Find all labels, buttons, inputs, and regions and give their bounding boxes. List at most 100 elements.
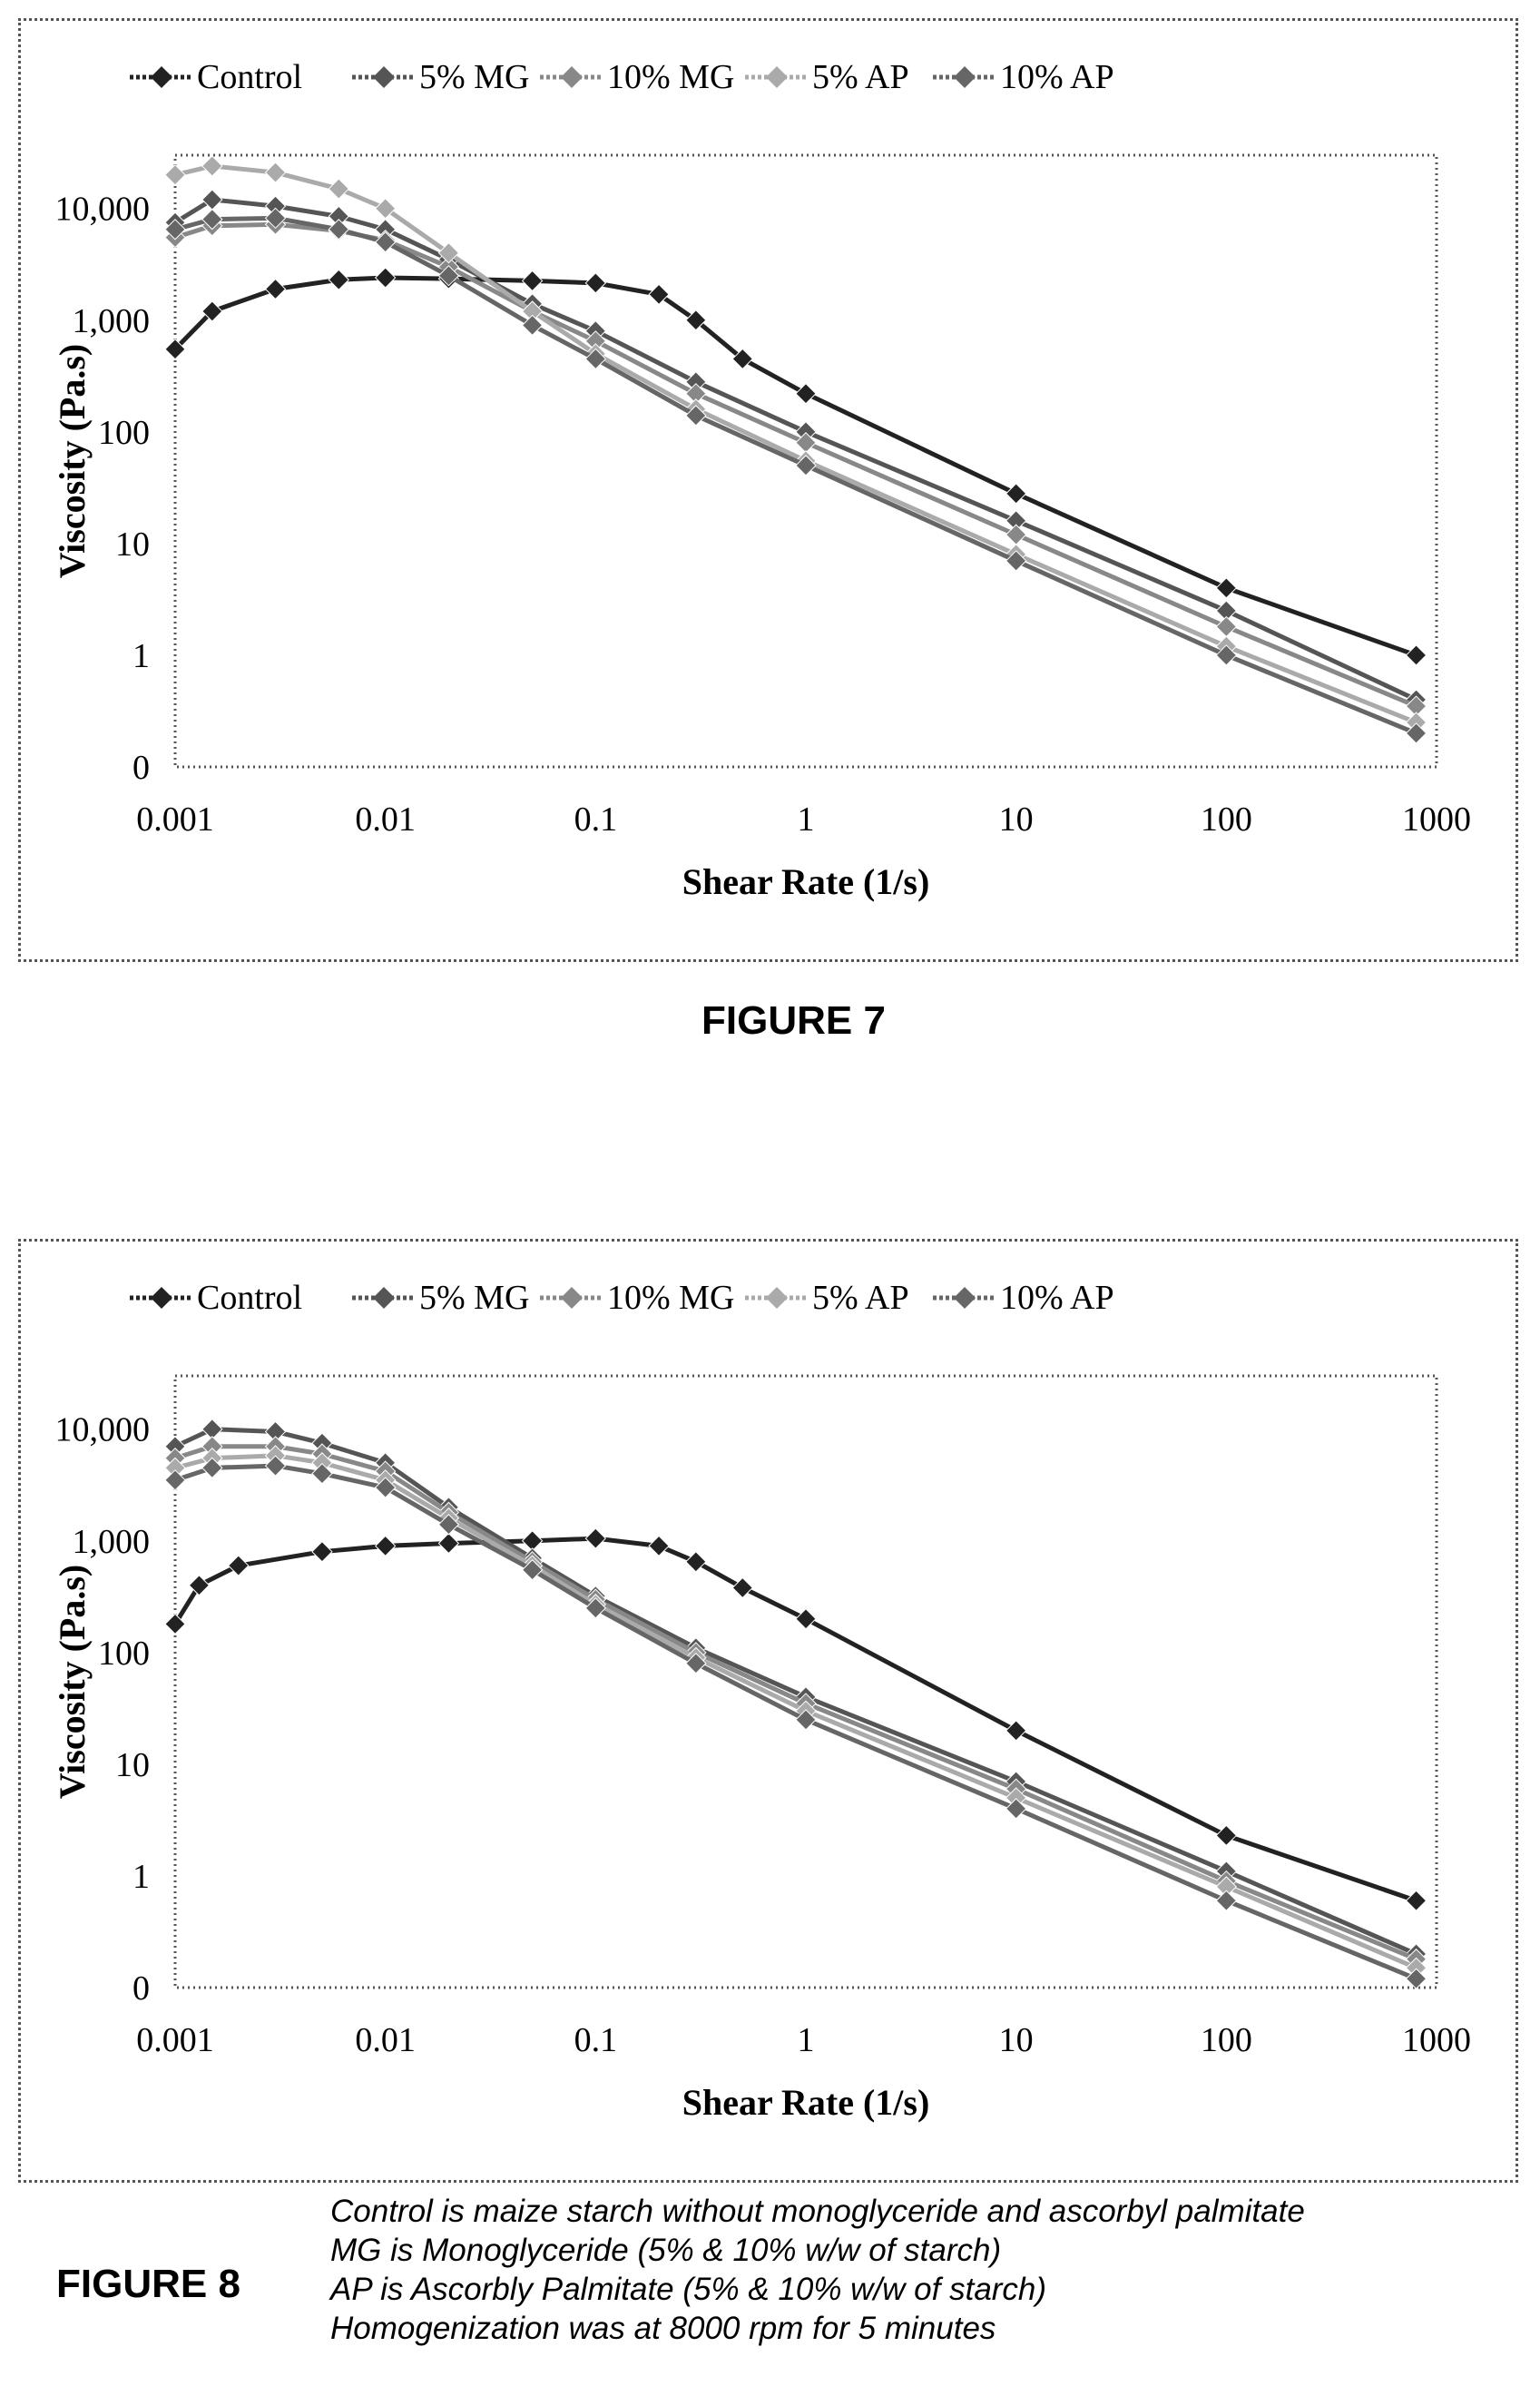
y-tick-label: 1,000 — [73, 1523, 151, 1561]
data-point — [521, 314, 544, 337]
note-ap: AP is Ascorbly Palmitate (5% & 10% w/w o… — [330, 2272, 1047, 2307]
data-point — [1215, 644, 1238, 666]
y-tick-label: 10,000 — [55, 1411, 151, 1449]
x-tick-label: 1000 — [1402, 2021, 1471, 2059]
legend-label: Control — [197, 1279, 302, 1317]
legend-marker — [373, 66, 395, 88]
series-line — [164, 1527, 1427, 1911]
data-point — [374, 1477, 397, 1498]
series-line — [164, 1445, 1427, 1979]
y-tick-label: 10 — [115, 525, 150, 564]
x-tick-label: 1 — [798, 800, 815, 839]
data-point — [1405, 1890, 1427, 1911]
legend-label: 5% MG — [419, 1279, 529, 1317]
data-point — [1215, 577, 1238, 599]
data-point — [685, 405, 707, 427]
data-point — [1005, 524, 1027, 545]
data-point — [648, 1535, 670, 1557]
data-point — [1405, 722, 1427, 744]
x-tick-label: 0.1 — [574, 800, 618, 839]
data-point — [164, 1613, 186, 1635]
legend-label: 10% AP — [1000, 1279, 1114, 1317]
data-point — [584, 272, 607, 294]
legend-item: 5% MG — [352, 1279, 529, 1317]
data-point — [164, 163, 186, 186]
legend-item: 5% AP — [745, 58, 909, 96]
data-point — [201, 189, 223, 211]
figure-7-label: FIGURE 7 — [701, 998, 886, 1043]
data-point — [1005, 550, 1027, 572]
legend-item: 10% AP — [933, 1279, 1114, 1317]
data-point — [188, 1575, 211, 1596]
data-point — [201, 155, 223, 177]
x-tick-label: 0.001 — [136, 2021, 214, 2059]
data-point — [1405, 644, 1427, 666]
data-point — [311, 1540, 333, 1563]
data-point — [201, 208, 223, 231]
data-point — [685, 1551, 707, 1573]
legend-label: 10% AP — [1000, 58, 1114, 96]
data-point — [1215, 615, 1238, 638]
data-point — [164, 219, 186, 241]
data-point — [1005, 1798, 1027, 1820]
note-homogenization: Homogenization was at 8000 rpm for 5 min… — [330, 2311, 996, 2346]
figure-8-label: FIGURE 8 — [56, 2262, 240, 2306]
y-tick-label: 0 — [132, 749, 150, 787]
data-point — [685, 309, 707, 331]
legend-marker — [766, 66, 788, 88]
data-point — [1005, 483, 1027, 505]
data-point — [685, 1653, 707, 1674]
legend-marker — [561, 1287, 583, 1309]
series-line — [164, 155, 1427, 733]
legend-item: 5% MG — [352, 58, 529, 96]
data-point — [795, 455, 817, 476]
x-tick-label: 1000 — [1402, 800, 1471, 839]
data-point — [521, 1559, 544, 1581]
figure-7-chart: Control 5% MG 10% MG 5% AP 10% AP 0.001 0.01 0.… — [52, 58, 1471, 902]
y-tick-label: 1 — [132, 637, 150, 675]
legend-label: 10% MG — [607, 58, 734, 96]
y-tick-label: 100 — [98, 414, 150, 452]
x-tick-label: 0.001 — [136, 800, 214, 839]
data-point — [201, 1457, 223, 1479]
legend-marker — [954, 66, 976, 88]
data-point — [201, 300, 223, 322]
series-path — [174, 163, 1417, 725]
legend-marker — [954, 1287, 976, 1309]
legend-label: 5% MG — [419, 58, 529, 96]
data-point — [264, 162, 287, 183]
series-line — [164, 207, 1427, 744]
series-line — [164, 1455, 1427, 1989]
y-axis-title: Viscosity (Pa.s) — [52, 1565, 93, 1799]
data-point — [164, 1469, 186, 1491]
legend-marker — [151, 66, 172, 88]
data-point — [374, 231, 397, 253]
note-control: Control is maize starch without monoglyc… — [330, 2194, 1305, 2229]
data-point — [328, 269, 349, 290]
series-path — [173, 275, 1417, 658]
chart-legend: Control 5% MG 10% MG 5% AP 10% AP — [130, 1279, 1114, 1317]
data-point — [374, 198, 397, 220]
data-point — [311, 1462, 333, 1485]
data-point — [374, 267, 397, 289]
x-axis-title: Shear Rate (1/s) — [682, 861, 930, 902]
x-tick-label: 0.01 — [355, 2021, 416, 2059]
data-point — [584, 348, 607, 370]
data-point — [437, 265, 460, 287]
data-point — [584, 1527, 607, 1549]
data-point — [437, 1514, 460, 1536]
x-tick-label: 100 — [1201, 800, 1252, 839]
legend-label: Control — [197, 58, 302, 96]
data-point — [1005, 1720, 1027, 1742]
data-point — [584, 1597, 607, 1619]
data-point — [648, 283, 670, 306]
legend-marker — [373, 1287, 395, 1309]
data-point — [1405, 1968, 1427, 1989]
legend-item: 10% MG — [540, 1279, 734, 1317]
x-tick-label: 10 — [999, 800, 1034, 839]
chart-legend: Control 5% MG 10% MG 5% AP 10% AP — [130, 58, 1114, 96]
x-tick-label: 0.01 — [355, 800, 416, 839]
data-point — [521, 270, 544, 292]
y-tick-label: 0 — [132, 1969, 150, 2008]
figure-notes: Control is maize starch without monoglyc… — [330, 2192, 1305, 2348]
